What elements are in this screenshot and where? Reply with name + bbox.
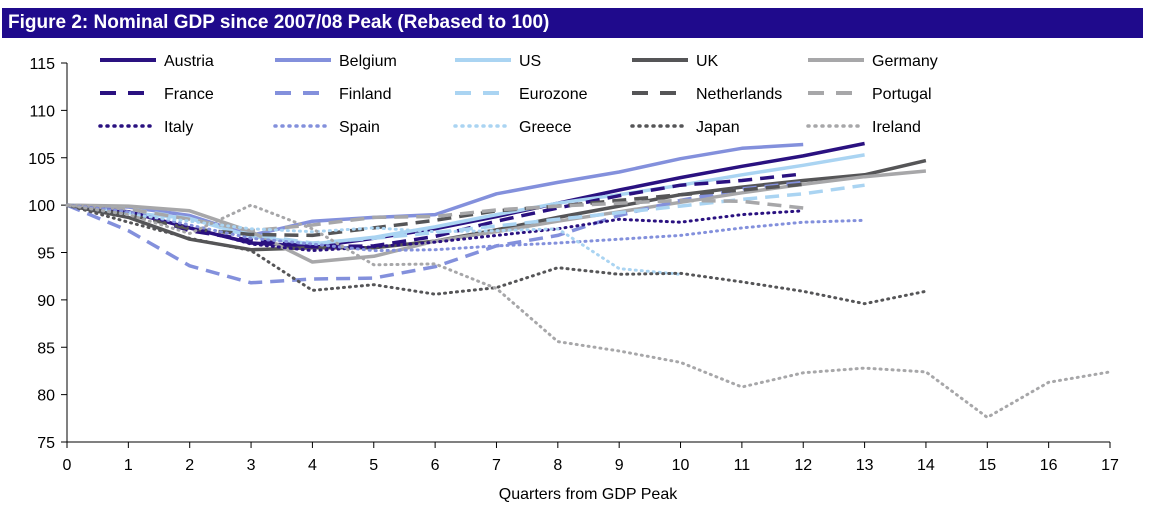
y-tick-label: 105 bbox=[28, 151, 55, 168]
x-tick-label: 14 bbox=[917, 457, 935, 474]
series-line-greece bbox=[65, 203, 682, 276]
series-line-italy bbox=[65, 203, 805, 253]
x-tick-label: 13 bbox=[856, 457, 874, 474]
y-tick-label: 80 bbox=[37, 388, 55, 405]
y-tick-label: 110 bbox=[29, 103, 55, 120]
x-tick-label: 11 bbox=[734, 457, 751, 474]
legend-label-france: France bbox=[164, 86, 214, 103]
x-tick-label: 10 bbox=[672, 457, 690, 474]
series-line-belgium bbox=[66, 142, 804, 238]
y-tick-label: 115 bbox=[29, 56, 55, 73]
series-line-netherlands bbox=[66, 182, 804, 238]
x-tick-label: 15 bbox=[978, 457, 996, 474]
legend-label-belgium: Belgium bbox=[339, 53, 397, 70]
legend-label-greece: Greece bbox=[519, 119, 572, 136]
x-tick-label: 12 bbox=[794, 457, 812, 474]
legend-label-japan: Japan bbox=[696, 119, 740, 136]
x-axis-label: Quarters from GDP Peak bbox=[499, 486, 678, 503]
x-tick-label: 8 bbox=[553, 457, 562, 474]
legend: Austria Belgium US UK Germany France Finland Eu… bbox=[98, 53, 938, 136]
y-tick-label: 85 bbox=[37, 340, 55, 357]
x-tick-label: 5 bbox=[369, 457, 378, 474]
x-tick-label: 6 bbox=[431, 457, 440, 474]
series-line-uk bbox=[66, 158, 927, 252]
x-tick-label: 2 bbox=[185, 457, 194, 474]
legend-label-ireland: Ireland bbox=[872, 119, 921, 136]
legend-label-italy: Italy bbox=[164, 119, 193, 136]
legend-label-netherlands: Netherlands bbox=[696, 86, 782, 103]
series-layer bbox=[65, 141, 1112, 419]
x-tick-label: 7 bbox=[492, 457, 501, 474]
legend-label-us: US bbox=[519, 53, 541, 70]
y-tick-label: 100 bbox=[28, 198, 55, 215]
legend-label-eurozone: Eurozone bbox=[519, 86, 588, 103]
x-tick-label: 16 bbox=[1040, 457, 1058, 474]
series-line-france bbox=[66, 172, 804, 249]
legend-label-finland: Finland bbox=[339, 86, 391, 103]
legend-label-spain: Spain bbox=[339, 119, 380, 136]
x-tick-label: 4 bbox=[308, 457, 317, 474]
x-tick-label: 3 bbox=[247, 457, 256, 474]
legend-label-germany: Germany bbox=[872, 53, 938, 70]
x-tick-label: 1 bbox=[124, 457, 133, 474]
series-line-japan bbox=[65, 203, 928, 306]
x-tick-label: 17 bbox=[1101, 457, 1119, 474]
y-tick-label: 95 bbox=[37, 246, 55, 263]
legend-label-austria: Austria bbox=[164, 53, 214, 70]
series-line-ireland bbox=[65, 203, 1112, 419]
x-tick-label: 0 bbox=[63, 457, 72, 474]
chart-title: Figure 2: Nominal GDP since 2007/08 Peak… bbox=[2, 8, 1143, 38]
legend-label-uk: UK bbox=[696, 53, 719, 70]
y-tick-label: 75 bbox=[37, 435, 55, 452]
legend-label-portugal: Portugal bbox=[872, 86, 932, 103]
series-line-spain bbox=[65, 203, 867, 253]
y-tick-label: 90 bbox=[37, 293, 55, 310]
series-line-portugal bbox=[66, 198, 804, 233]
x-tick-label: 9 bbox=[615, 457, 624, 474]
